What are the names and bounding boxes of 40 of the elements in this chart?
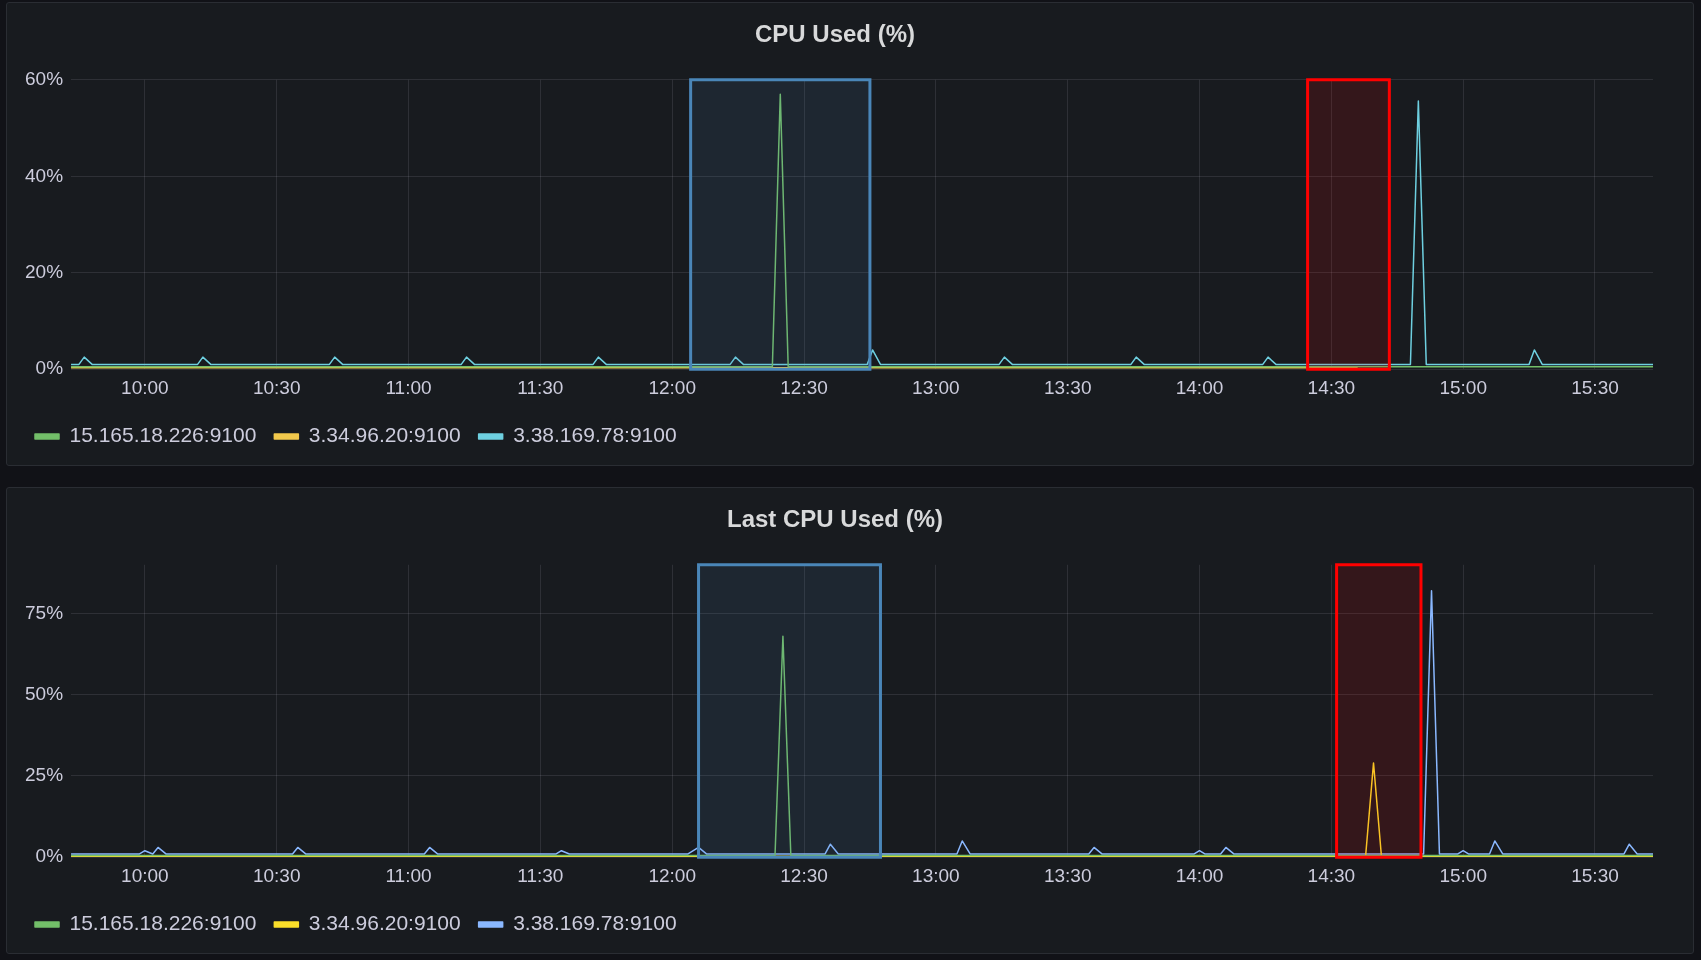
- y-tick-label: 0%: [35, 845, 64, 867]
- x-tick-label: 14:30: [1307, 376, 1356, 398]
- chart-title: CPU Used (%): [754, 20, 916, 48]
- x-tick-label: 15:30: [1571, 864, 1619, 886]
- x-tick-label: 13:00: [912, 864, 960, 886]
- x-tick-label: 10:30: [252, 376, 301, 398]
- y-tick-label: 40%: [25, 164, 64, 186]
- x-tick-label: 10:00: [121, 376, 169, 398]
- legend-label: 3.34.96.20:9100: [308, 911, 461, 935]
- x-tick-label: 11:30: [517, 864, 564, 886]
- x-tick-label: 14:00: [1175, 864, 1224, 886]
- legend-label: 15.165.18.226:9100: [69, 911, 257, 935]
- x-tick-label: 14:30: [1307, 864, 1356, 886]
- x-tick-label: 13:00: [912, 376, 960, 398]
- x-tick-label: 15:00: [1439, 376, 1487, 398]
- y-tick-label: 20%: [25, 260, 64, 282]
- x-tick-label: 14:00: [1175, 376, 1224, 398]
- y-tick-label: 0%: [35, 357, 64, 379]
- x-tick-label: 13:30: [1043, 376, 1092, 398]
- x-tick-label: 12:30: [780, 864, 828, 886]
- y-tick-label: 50%: [25, 682, 64, 704]
- chart-title: Last CPU Used (%): [726, 505, 944, 533]
- legend-label: 3.38.169.78:9100: [513, 423, 677, 447]
- x-tick-label: 13:30: [1043, 864, 1092, 886]
- x-tick-label: 12:00: [648, 864, 696, 886]
- x-tick-label: 11:00: [385, 376, 432, 398]
- x-tick-label: 15:00: [1439, 864, 1487, 886]
- legend-label: 3.34.96.20:9100: [308, 423, 461, 447]
- x-tick-label: 11:00: [385, 864, 432, 886]
- legend-label: 3.38.169.78:9100: [513, 911, 677, 935]
- x-tick-label: 11:30: [517, 376, 564, 398]
- x-tick-label: 15:30: [1571, 376, 1619, 398]
- x-tick-label: 10:30: [252, 864, 301, 886]
- y-tick-label: 75%: [25, 601, 64, 623]
- y-tick-label: 60%: [25, 68, 64, 90]
- x-tick-label: 10:00: [121, 864, 169, 886]
- legend-label: 15.165.18.226:9100: [69, 423, 257, 447]
- x-tick-label: 12:00: [648, 376, 696, 398]
- y-tick-label: 25%: [25, 764, 64, 786]
- x-tick-label: 12:30: [780, 376, 828, 398]
